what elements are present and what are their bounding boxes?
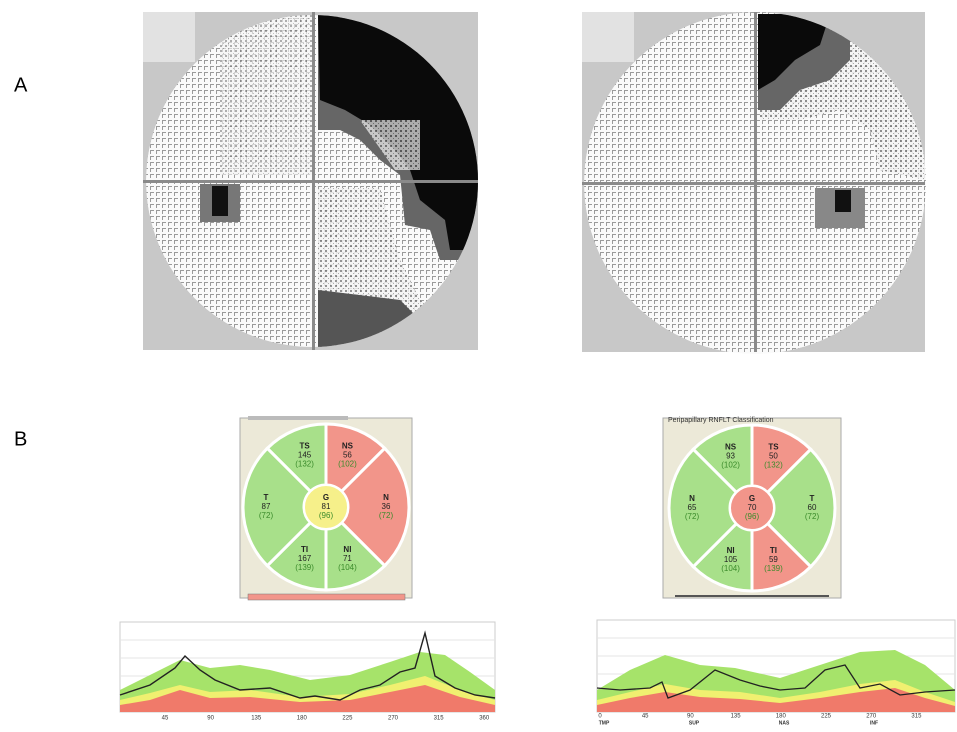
sector-reference: (139) (295, 563, 314, 572)
sector-name: NI (343, 545, 351, 554)
x-tick-label: 270 (866, 714, 877, 720)
sector-name: T (810, 494, 815, 503)
sector-reference: (139) (764, 564, 783, 573)
sector-value: 71 (343, 554, 352, 563)
x-tick-label: 45 (642, 714, 649, 720)
x-tick-label: 270 (388, 716, 399, 722)
sector-reference: (72) (805, 512, 820, 521)
x-tick-label: 180 (297, 716, 308, 722)
sector-name: N (689, 494, 695, 503)
x-tick-label: 45 (162, 716, 169, 722)
sector-name: TS (299, 441, 310, 450)
panel-label: B (14, 428, 27, 450)
status-bar (248, 594, 405, 600)
sector-reference: (104) (338, 563, 357, 572)
rnflt-title: Peripapillary RNFLT Classification (668, 417, 774, 424)
cut-title (248, 416, 348, 420)
panel-label: A (14, 74, 28, 96)
sector-value: 87 (262, 502, 271, 511)
rnflt-profile (597, 620, 955, 712)
sector-value: 70 (748, 503, 757, 512)
sector-name: G (323, 493, 329, 502)
sector-reference: (104) (721, 564, 740, 573)
sector-value: 93 (726, 451, 735, 460)
sector-name: TI (301, 545, 308, 554)
sector-name: NI (727, 546, 735, 555)
x-tick-label: 315 (911, 714, 922, 720)
sector-value: 60 (808, 503, 817, 512)
sector-reference: (96) (745, 512, 760, 521)
region-label: SUP (689, 720, 700, 726)
sector-reference: (132) (295, 459, 314, 468)
sector-name: TI (770, 546, 777, 555)
sector-value: 56 (343, 450, 352, 459)
sector-reference: (102) (338, 459, 357, 468)
x-tick-label: 135 (251, 716, 262, 722)
sector-value: 59 (769, 555, 778, 564)
x-tick-label: 225 (821, 714, 832, 720)
x-tick-label: 135 (731, 714, 742, 720)
sector-reference: (132) (764, 460, 783, 469)
x-tick-label: 0 (598, 714, 602, 720)
sector-value: 105 (724, 555, 738, 564)
figure: A B (0, 0, 957, 727)
sector-reference: (72) (259, 511, 274, 520)
sector-reference: (102) (721, 460, 740, 469)
sector-value: 81 (322, 502, 331, 511)
x-tick-label: 90 (207, 716, 214, 722)
sector-name: T (264, 493, 269, 502)
sector-reference: (72) (685, 512, 700, 521)
region-label: TMP (599, 720, 610, 726)
sector-name: G (749, 494, 755, 503)
sector-value: 145 (298, 450, 312, 459)
x-tick-label: 180 (776, 714, 787, 720)
status-bar (675, 595, 829, 597)
x-tick-label: 90 (687, 714, 694, 720)
sector-value: 50 (769, 451, 778, 460)
visual-field (582, 12, 926, 354)
sector-name: NS (342, 441, 354, 450)
region-label: NAS (779, 720, 790, 726)
sector-value: 65 (688, 503, 697, 512)
x-tick-label: 360 (479, 716, 490, 722)
region-label: INF (870, 720, 878, 726)
sector-value: 167 (298, 554, 312, 563)
sector-reference: (72) (379, 511, 394, 520)
x-tick-label: 225 (342, 716, 353, 722)
sector-name: NS (725, 442, 737, 451)
visual-field (143, 12, 478, 350)
sector-name: N (383, 493, 389, 502)
rnflt-profile (120, 622, 495, 712)
sector-value: 36 (382, 502, 391, 511)
x-tick-label: 315 (434, 716, 445, 722)
sector-name: TS (768, 442, 779, 451)
sector-reference: (96) (319, 511, 334, 520)
